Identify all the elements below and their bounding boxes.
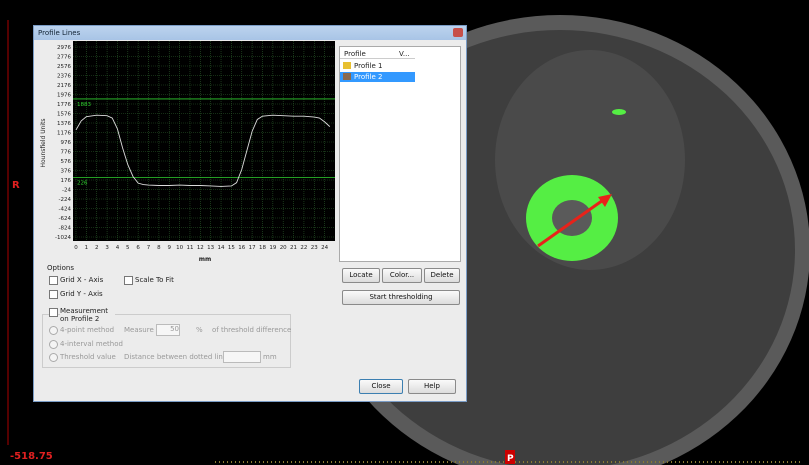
- y-tick-label: 2776: [57, 55, 71, 61]
- x-tick-label: 0: [74, 245, 78, 251]
- radio-label: 4-point method: [60, 326, 114, 334]
- y-tick-label: 1176: [57, 131, 71, 137]
- checkbox[interactable]: [124, 276, 133, 285]
- x-tick-label: 20: [280, 245, 287, 251]
- x-tick-label: 1: [85, 245, 89, 251]
- y-tick-label: 576: [61, 159, 72, 165]
- color-button[interactable]: Color...: [382, 268, 422, 283]
- locate-button[interactable]: Locate: [342, 268, 380, 283]
- radio[interactable]: [49, 340, 58, 349]
- profile-icon: [343, 62, 351, 69]
- x-tick-label: 17: [249, 245, 256, 251]
- x-tick-label: 12: [197, 245, 204, 251]
- x-tick-label: 4: [116, 245, 120, 251]
- list-row[interactable]: Profile 1: [354, 62, 382, 70]
- y-tick-label: 2176: [57, 83, 71, 89]
- radio-label: Threshold value: [60, 353, 116, 361]
- title-bar: [34, 26, 466, 40]
- radio[interactable]: [49, 353, 58, 362]
- y-tick-label: -624: [59, 216, 72, 222]
- x-tick-label: 21: [290, 245, 297, 251]
- x-axis-label: mm: [199, 256, 212, 263]
- x-tick-label: 5: [126, 245, 130, 251]
- list-header: Profile: [344, 50, 366, 58]
- x-tick-label: 2: [95, 245, 99, 251]
- threshold-label: 226: [77, 181, 88, 187]
- x-tick-label: 14: [218, 245, 225, 251]
- y-tick-label: 176: [61, 178, 72, 184]
- x-tick-label: 23: [311, 245, 318, 251]
- x-tick-label: 13: [207, 245, 214, 251]
- y-axis-label: Hounsfield Units: [40, 118, 47, 167]
- dialog-title: Profile Lines: [38, 29, 80, 37]
- measure-input[interactable]: 50: [156, 324, 180, 336]
- y-tick-label: 2576: [57, 64, 71, 70]
- x-tick-label: 8: [157, 245, 161, 251]
- distance-label: Distance between dotted lines:: [124, 353, 233, 361]
- threshold-label: 1883: [77, 102, 91, 108]
- header-line: [340, 58, 415, 59]
- checkbox-label: Scale To Fit: [135, 276, 174, 284]
- x-tick-label: 19: [269, 245, 276, 251]
- checkbox[interactable]: [49, 276, 58, 285]
- y-tick-label: 776: [61, 150, 72, 156]
- plot-area: [73, 41, 335, 241]
- x-tick-label: 11: [186, 245, 193, 251]
- list-header: V...: [399, 50, 410, 58]
- x-tick-label: 3: [105, 245, 109, 251]
- y-tick-label: -24: [62, 188, 71, 194]
- help-button[interactable]: Help: [408, 379, 456, 394]
- y-tick-label: 2376: [57, 74, 71, 80]
- checkbox-label: Grid Y - Axis: [60, 290, 103, 298]
- y-tick-label: 1576: [57, 112, 71, 118]
- x-tick-label: 15: [228, 245, 235, 251]
- y-tick-label: 1976: [57, 93, 71, 99]
- x-tick-label: 22: [300, 245, 307, 251]
- checkbox-label: Grid X - Axis: [60, 276, 103, 284]
- y-tick-label: 376: [61, 169, 72, 175]
- threshold-diff-label: of threshold difference: [212, 326, 291, 334]
- list-row[interactable]: Profile 2: [354, 73, 382, 81]
- y-tick-label: 1776: [57, 102, 71, 108]
- radio[interactable]: [49, 326, 58, 335]
- y-tick-label: 2976: [57, 45, 71, 51]
- orientation-bottom: P: [507, 454, 514, 464]
- y-tick-label: 976: [61, 140, 72, 146]
- coordinate-label: -518.75: [10, 451, 53, 462]
- x-tick-label: 16: [238, 245, 245, 251]
- options-title: Options: [47, 264, 74, 272]
- x-tick-label: 24: [321, 245, 328, 251]
- checkbox[interactable]: [49, 290, 58, 299]
- mm-label: mm: [263, 353, 277, 361]
- start-button[interactable]: Start thresholding: [342, 290, 460, 305]
- radio-label: 4-interval method: [60, 340, 123, 348]
- percent-label: %: [196, 326, 203, 334]
- y-tick-label: -224: [59, 197, 72, 203]
- x-tick-label: 7: [147, 245, 151, 251]
- segmentation-dot: [612, 109, 626, 115]
- x-tick-label: 10: [176, 245, 183, 251]
- x-tick-label: 9: [167, 245, 171, 251]
- y-tick-label: -824: [59, 226, 72, 232]
- x-tick-label: 6: [136, 245, 140, 251]
- x-tick-label: 18: [259, 245, 266, 251]
- distance-input[interactable]: [223, 351, 261, 363]
- orientation-left: R: [12, 180, 20, 191]
- screen: R -518.75 P Profile Lines Hounsfield Uni…: [0, 0, 809, 465]
- y-tick-label: -1024: [55, 235, 71, 241]
- close-x[interactable]: [453, 28, 463, 37]
- checkbox[interactable]: [49, 308, 58, 317]
- profile-chart: Hounsfield Units mm 29762776257623762176…: [37, 39, 337, 265]
- y-tick-label: -424: [59, 207, 72, 213]
- measurement-label: Measurement on Profile 2: [60, 307, 115, 323]
- delete-button[interactable]: Delete: [424, 268, 460, 283]
- profile-icon: [343, 73, 351, 80]
- close-button[interactable]: Close: [359, 379, 403, 394]
- y-tick-label: 1376: [57, 121, 71, 127]
